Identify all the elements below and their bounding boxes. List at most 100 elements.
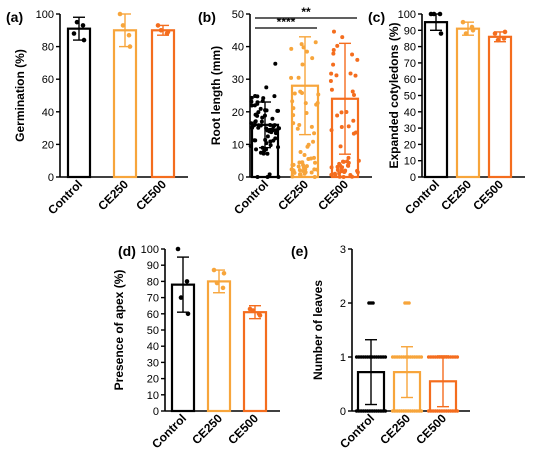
- data-point: [335, 167, 340, 172]
- x-tick-label: CE500: [225, 411, 261, 447]
- panel-label: (d): [118, 243, 136, 259]
- data-point: [295, 126, 300, 131]
- y-tick-label: 0: [340, 406, 346, 418]
- data-point: [270, 116, 275, 121]
- data-point: [492, 31, 498, 36]
- y-tick-label: 60: [404, 74, 416, 86]
- y-tick-label: 90: [404, 25, 416, 37]
- data-point: [329, 128, 334, 133]
- data-point: [252, 138, 257, 143]
- panel-c: (c)Expanded cotyledons (%) 0 10 20 30 40 50 60 7…: [368, 9, 525, 217]
- data-point: [258, 106, 263, 111]
- data-point: [338, 163, 343, 168]
- y-tick-label: 0: [48, 172, 54, 184]
- y-tick-label: 60: [42, 74, 54, 86]
- data-point: [249, 103, 254, 108]
- y-tick-label: 40: [147, 341, 159, 353]
- data-point: [348, 172, 353, 177]
- data-point: [470, 28, 476, 33]
- data-point: [297, 160, 302, 165]
- data-point: [249, 121, 254, 126]
- data-point: [296, 75, 301, 80]
- data-point: [350, 52, 355, 57]
- data-point: [302, 169, 307, 174]
- data-point: [248, 144, 253, 149]
- y-tick-label: 100: [141, 244, 159, 256]
- data-point: [273, 61, 278, 66]
- x-tick-label: Control: [402, 177, 442, 217]
- data-point: [313, 160, 318, 165]
- data-point: [252, 103, 257, 108]
- data-point: [127, 44, 133, 49]
- data-point: [304, 111, 309, 116]
- y-tick-label: 100: [36, 9, 54, 21]
- data-point: [264, 141, 269, 146]
- data-point: [272, 94, 277, 99]
- data-point: [312, 174, 317, 179]
- x-tick-label: CE250: [189, 411, 225, 447]
- y-tick-label: 30: [147, 357, 159, 369]
- y-tick-label: 0: [238, 172, 244, 184]
- data-point: [329, 87, 334, 92]
- data-point: [254, 147, 259, 152]
- data-point: [71, 31, 77, 36]
- x-tick-label: CE500: [413, 411, 449, 447]
- data-point: [333, 173, 338, 178]
- data-point: [220, 285, 226, 291]
- data-point: [178, 295, 184, 300]
- data-point: [340, 159, 345, 164]
- data-point: [74, 19, 80, 25]
- data-point: [501, 36, 507, 41]
- data-point: [329, 71, 334, 76]
- data-point: [371, 301, 375, 305]
- data-point: [296, 164, 301, 169]
- data-point: [268, 122, 273, 127]
- significance-stars: **: [301, 5, 311, 19]
- data-point: [158, 28, 164, 33]
- data-point: [264, 85, 269, 90]
- data-point: [81, 37, 87, 43]
- data-point: [184, 279, 190, 284]
- data-point: [329, 172, 334, 177]
- data-point: [339, 124, 344, 129]
- data-point: [328, 78, 333, 83]
- data-point: [289, 46, 294, 51]
- data-point: [289, 75, 294, 80]
- data-point: [350, 89, 355, 94]
- data-point: [291, 113, 296, 118]
- y-tick-label: 3: [340, 244, 346, 256]
- bar-ce250: [112, 29, 138, 179]
- data-point: [331, 62, 336, 67]
- data-point: [262, 149, 267, 154]
- data-point: [298, 89, 303, 94]
- data-point: [258, 123, 263, 128]
- data-point: [302, 153, 307, 158]
- data-point: [383, 355, 388, 359]
- y-tick-label: 80: [42, 42, 54, 54]
- y-tick-label: 0: [153, 406, 159, 418]
- y-tick-label: 50: [404, 91, 416, 103]
- data-point: [268, 143, 273, 148]
- data-point: [460, 19, 466, 25]
- data-point: [346, 155, 351, 160]
- data-point: [80, 23, 86, 28]
- data-point: [254, 112, 259, 117]
- data-point: [290, 162, 295, 167]
- bar-ce500: [242, 311, 268, 413]
- data-point: [260, 115, 265, 120]
- data-point: [185, 311, 191, 317]
- x-tick-label: CE250: [95, 177, 131, 213]
- data-point: [311, 155, 316, 160]
- data-point: [120, 23, 126, 28]
- data-point: [334, 73, 339, 78]
- data-point: [305, 144, 310, 149]
- data-point: [312, 131, 317, 136]
- y-tick-label: 100: [398, 9, 416, 21]
- data-point: [431, 11, 437, 17]
- data-point: [313, 40, 318, 45]
- data-point: [260, 99, 265, 104]
- data-point: [276, 126, 281, 131]
- y-tick-label: 20: [42, 139, 54, 151]
